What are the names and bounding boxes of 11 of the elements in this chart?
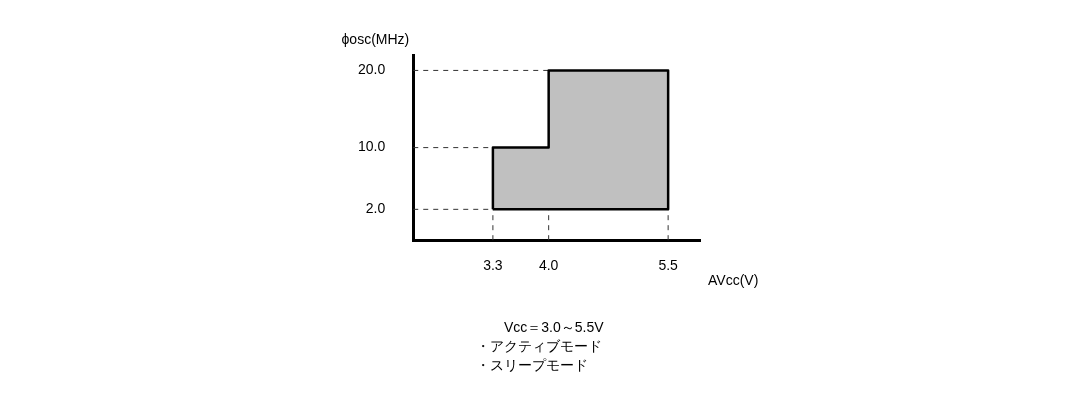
x-tick-label: 4.0 (538, 257, 559, 274)
y-axis-title: ϕosc(MHz) (341, 30, 410, 47)
x-tick-label: 3.3 (483, 257, 503, 274)
text: Vcc＝3.0～5.5V (503, 318, 604, 337)
y-tick-label: 10.0 (358, 138, 386, 155)
y-tick-label: 2.0 (365, 200, 386, 217)
text: ・アクティブモード (476, 337, 603, 356)
y-tick-label: 20.0 (358, 61, 386, 78)
x-tick-label: 5.5 (658, 257, 679, 274)
text: ・スリープモード (476, 356, 589, 375)
x-axis-title: AVcc(V) (708, 272, 759, 289)
